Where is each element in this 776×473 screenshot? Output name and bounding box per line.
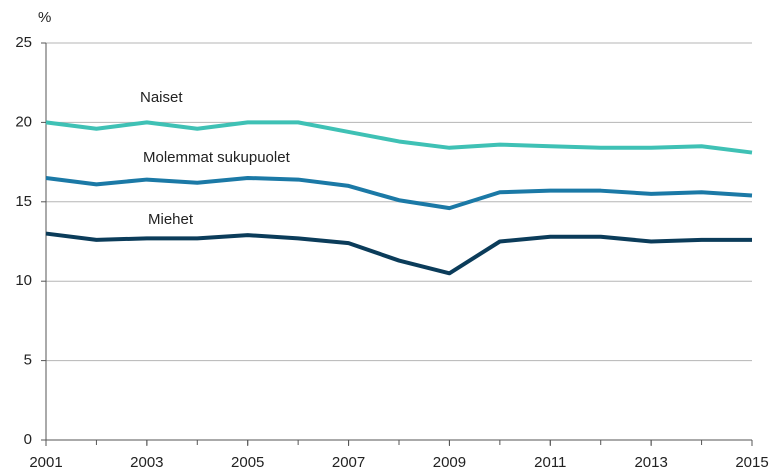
y-axis-label: % [38,9,51,26]
y-tick-label: 25 [15,34,32,51]
x-tick-label: 2009 [433,454,466,471]
x-tick-label: 2003 [130,454,163,471]
y-tick-label: 0 [24,431,32,448]
series-line [45,231,752,276]
series-label: Molemmat sukupuolet [143,149,291,166]
series-line [45,120,753,155]
x-tick-label: 2015 [735,454,768,471]
y-tick-label: 5 [24,352,32,369]
x-tick-label: 2011 [534,454,566,471]
series-label: Miehet [148,211,194,228]
x-tick-label: 2001 [29,454,62,471]
y-tick-label: 10 [15,272,32,289]
x-tick-label: 2007 [332,454,365,471]
x-tick-label: 2005 [231,454,264,471]
series-label: Naiset [140,89,183,106]
x-tick-label: 2013 [634,454,667,471]
y-tick-label: 15 [15,193,32,210]
series-line [45,175,753,211]
y-tick-label: 20 [15,113,32,130]
